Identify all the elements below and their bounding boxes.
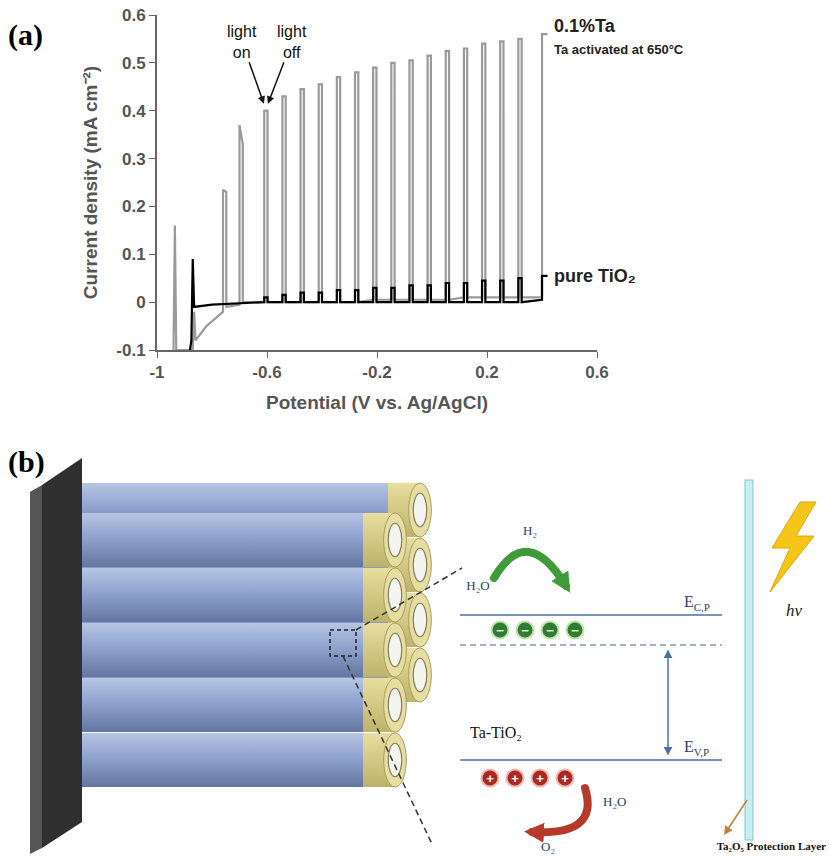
svg-text:0.5: 0.5 [122, 54, 146, 73]
svg-text:-0.2: -0.2 [362, 363, 391, 382]
svg-text:EC,P: EC,P [684, 593, 710, 613]
svg-text:0.6: 0.6 [585, 363, 609, 382]
svg-text:0.6: 0.6 [122, 6, 146, 25]
svg-text:Ta activated at 650°C: Ta activated at 650°C [554, 42, 684, 57]
svg-text:lightoff: lightoff [277, 23, 307, 61]
svg-text:pure TiO₂: pure TiO₂ [554, 266, 636, 286]
svg-text:(b): (b) [8, 445, 45, 479]
svg-text:-1: -1 [149, 363, 164, 382]
svg-text:EV,P: EV,P [684, 738, 709, 758]
svg-text:H₂O: H₂O [466, 578, 489, 593]
svg-text:H₂O: H₂O [603, 794, 626, 809]
svg-text:+: + [511, 771, 519, 786]
svg-text:0.3: 0.3 [122, 150, 146, 169]
svg-text:−: − [546, 623, 554, 638]
svg-text:+: + [561, 771, 569, 786]
svg-text:0.2: 0.2 [475, 363, 499, 382]
svg-text:−: − [571, 623, 579, 638]
svg-text:Potential (V vs. Ag/AgCl): Potential (V vs. Ag/AgCl) [266, 392, 488, 413]
svg-text:0.1: 0.1 [122, 245, 146, 264]
svg-text:−: − [496, 623, 504, 638]
svg-text:0.4: 0.4 [122, 102, 146, 121]
svg-text:lighton: lighton [227, 23, 257, 61]
svg-text:O₂: O₂ [541, 839, 555, 854]
svg-text:-0.6: -0.6 [252, 363, 281, 382]
svg-text:hν: hν [786, 601, 803, 620]
svg-text:−: − [521, 623, 529, 638]
svg-text:0.1%Ta: 0.1%Ta [554, 16, 616, 36]
svg-text:Ta-TiO₂: Ta-TiO₂ [470, 724, 522, 741]
svg-text:0.2: 0.2 [122, 197, 146, 216]
svg-text:H₂: H₂ [523, 523, 537, 538]
svg-text:Ta₂O₅ Protection Layer: Ta₂O₅ Protection Layer [717, 840, 826, 852]
svg-text:Current density (mA cm⁻²): Current density (mA cm⁻²) [80, 66, 101, 299]
html-text:(a): (a) [8, 18, 43, 51]
svg-text:-0.1: -0.1 [116, 341, 145, 360]
svg-text:0: 0 [136, 293, 145, 312]
svg-text:+: + [536, 771, 544, 786]
svg-text:+: + [486, 771, 494, 786]
